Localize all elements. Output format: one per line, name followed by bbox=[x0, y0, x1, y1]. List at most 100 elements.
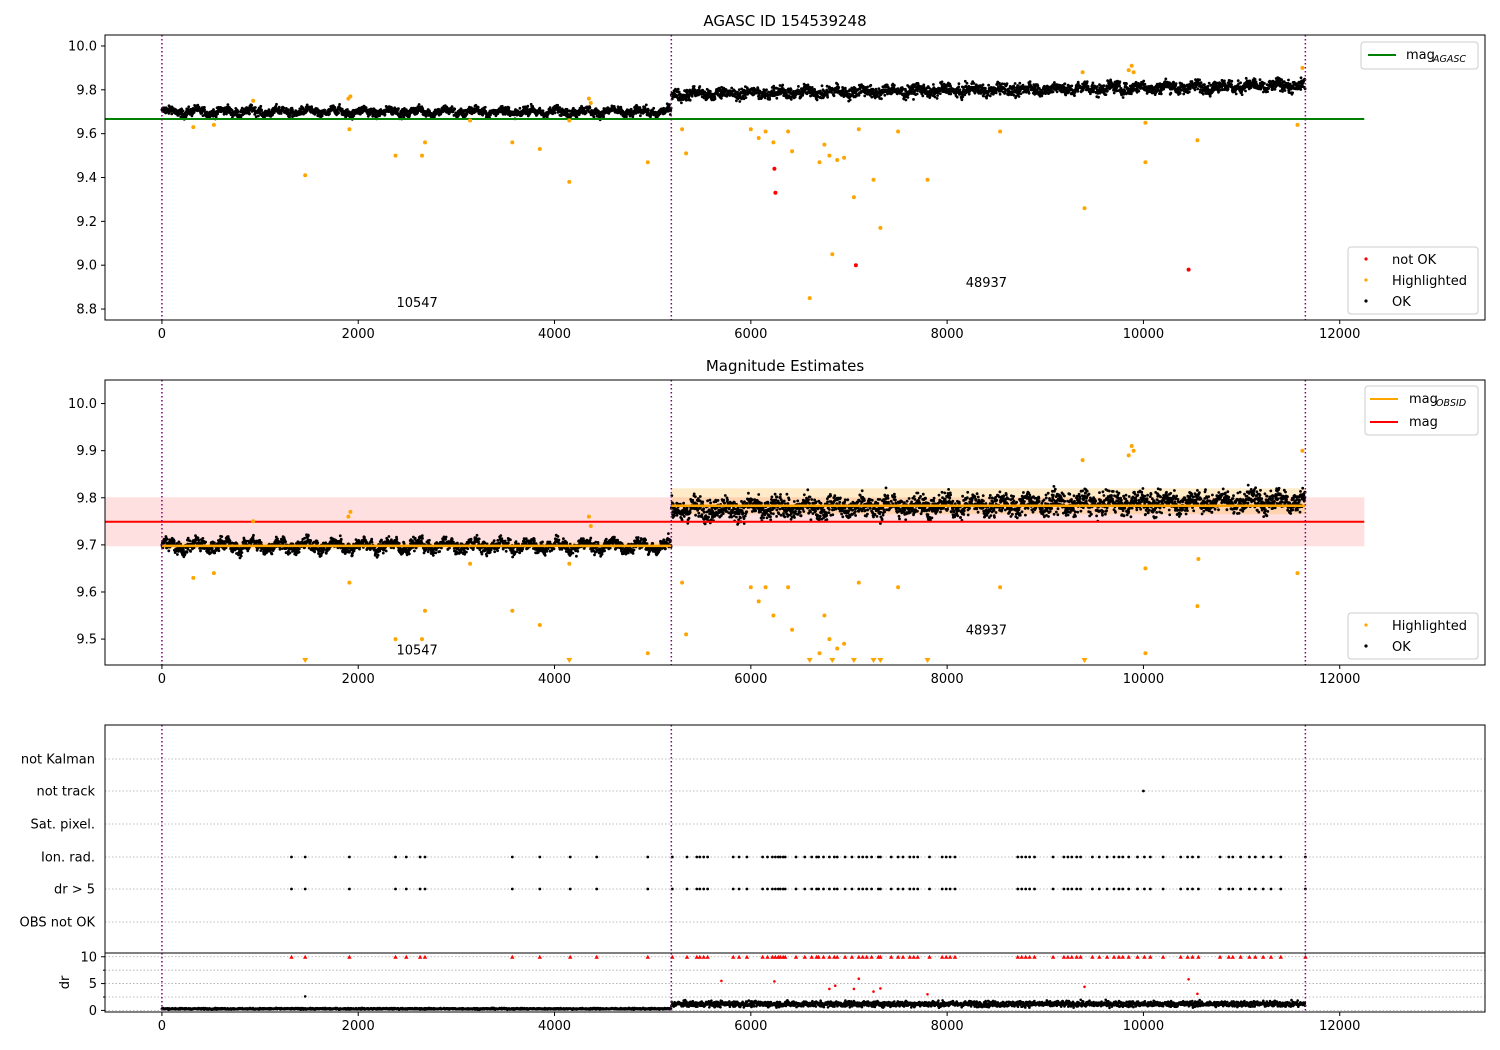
ok-point bbox=[236, 110, 240, 113]
ok-point bbox=[1051, 90, 1055, 94]
highlighted-point bbox=[684, 151, 689, 156]
highlighted-point bbox=[1295, 122, 1300, 127]
ok-point bbox=[1063, 82, 1067, 86]
ok-point bbox=[1013, 86, 1016, 90]
ok-point bbox=[1102, 84, 1106, 88]
ok-point bbox=[503, 112, 507, 116]
highlighted-point bbox=[423, 140, 427, 145]
highlighted-point bbox=[645, 160, 650, 165]
ok-point bbox=[1070, 84, 1074, 88]
ok-point bbox=[188, 539, 192, 543]
ok-point bbox=[405, 109, 409, 113]
legend-marker bbox=[1364, 257, 1368, 261]
ok-point bbox=[1240, 93, 1244, 96]
ok-point bbox=[352, 114, 356, 118]
ok-point bbox=[998, 92, 1002, 96]
ok-point bbox=[720, 96, 723, 100]
ok-point bbox=[1027, 91, 1031, 95]
ok-point bbox=[538, 106, 542, 110]
ok-point bbox=[200, 111, 204, 115]
plot-area bbox=[105, 63, 1365, 301]
ok-point bbox=[1125, 82, 1128, 86]
ok-point bbox=[1019, 92, 1023, 95]
ok-point bbox=[1018, 81, 1022, 85]
ok-point bbox=[1169, 91, 1173, 95]
ok-point bbox=[936, 94, 939, 97]
ok-point bbox=[893, 84, 896, 87]
ok-point bbox=[1076, 89, 1080, 93]
ok-point bbox=[1017, 95, 1021, 98]
highlighted-point bbox=[827, 153, 832, 158]
ok-point bbox=[346, 108, 349, 111]
highlighted-point bbox=[790, 149, 795, 154]
obsid-label: 48937 bbox=[966, 276, 1007, 291]
ok-point bbox=[826, 95, 829, 99]
ok-point bbox=[254, 115, 258, 119]
highlighted-point bbox=[1129, 63, 1134, 68]
ok-point bbox=[1230, 79, 1234, 83]
x-tick-label: 4000 bbox=[538, 327, 571, 342]
ok-point bbox=[1236, 79, 1240, 82]
ok-point bbox=[981, 83, 985, 87]
ok-point bbox=[843, 86, 847, 90]
ok-point bbox=[912, 98, 915, 101]
ok-point bbox=[1142, 79, 1146, 83]
ok-point bbox=[880, 97, 883, 101]
ok-point bbox=[932, 83, 935, 86]
ok-point bbox=[958, 88, 962, 92]
ok-point bbox=[203, 108, 207, 112]
ok-point bbox=[789, 98, 793, 101]
ok-point bbox=[320, 114, 324, 118]
ok-point bbox=[1121, 96, 1125, 99]
ok-point bbox=[584, 111, 588, 115]
ok-point bbox=[1230, 83, 1233, 87]
ok-point bbox=[1291, 91, 1294, 95]
ok-point bbox=[1207, 81, 1211, 85]
highlighted-point bbox=[748, 127, 753, 132]
y-tick-label: 9.4 bbox=[76, 171, 97, 186]
ok-point bbox=[222, 112, 226, 116]
ok-point bbox=[639, 114, 642, 118]
ok-point bbox=[340, 107, 344, 111]
ok-point bbox=[556, 103, 560, 107]
x-tick-label: 2000 bbox=[342, 327, 375, 342]
ok-point bbox=[1203, 83, 1206, 87]
ok-point bbox=[1036, 84, 1040, 88]
ok-point bbox=[366, 114, 370, 118]
ok-point bbox=[1273, 87, 1277, 91]
x-tick-label: 6000 bbox=[734, 327, 767, 342]
ok-point bbox=[214, 115, 218, 119]
ok-point bbox=[1085, 80, 1089, 84]
ok-point bbox=[957, 82, 961, 86]
highlighted-point bbox=[1082, 206, 1087, 211]
highlighted-point bbox=[817, 160, 822, 165]
ok-point bbox=[789, 88, 793, 91]
ok-point bbox=[260, 108, 263, 112]
ok-point bbox=[465, 112, 469, 116]
ok-point bbox=[1217, 90, 1220, 94]
ok-point bbox=[857, 93, 861, 97]
ok-point bbox=[935, 97, 939, 100]
ok-point bbox=[450, 105, 454, 108]
not-ok-point bbox=[772, 166, 777, 171]
ok-point bbox=[1281, 90, 1284, 93]
ok-point bbox=[1016, 84, 1019, 87]
ok-point bbox=[225, 112, 228, 116]
not-ok-point bbox=[1186, 267, 1191, 272]
highlighted-point bbox=[191, 125, 196, 130]
ok-point bbox=[558, 106, 562, 109]
ok-point bbox=[940, 80, 944, 84]
ok-point bbox=[275, 102, 278, 106]
not-ok-point bbox=[853, 263, 858, 268]
highlighted-point bbox=[567, 118, 572, 123]
ok-point bbox=[815, 98, 819, 102]
highlighted-point bbox=[586, 96, 591, 101]
ok-point bbox=[1299, 76, 1303, 80]
ok-point bbox=[955, 95, 959, 99]
ok-point bbox=[984, 86, 987, 90]
y-tick-label: 9.0 bbox=[76, 259, 97, 274]
ok-point bbox=[987, 83, 990, 87]
ok-point bbox=[1253, 78, 1257, 81]
